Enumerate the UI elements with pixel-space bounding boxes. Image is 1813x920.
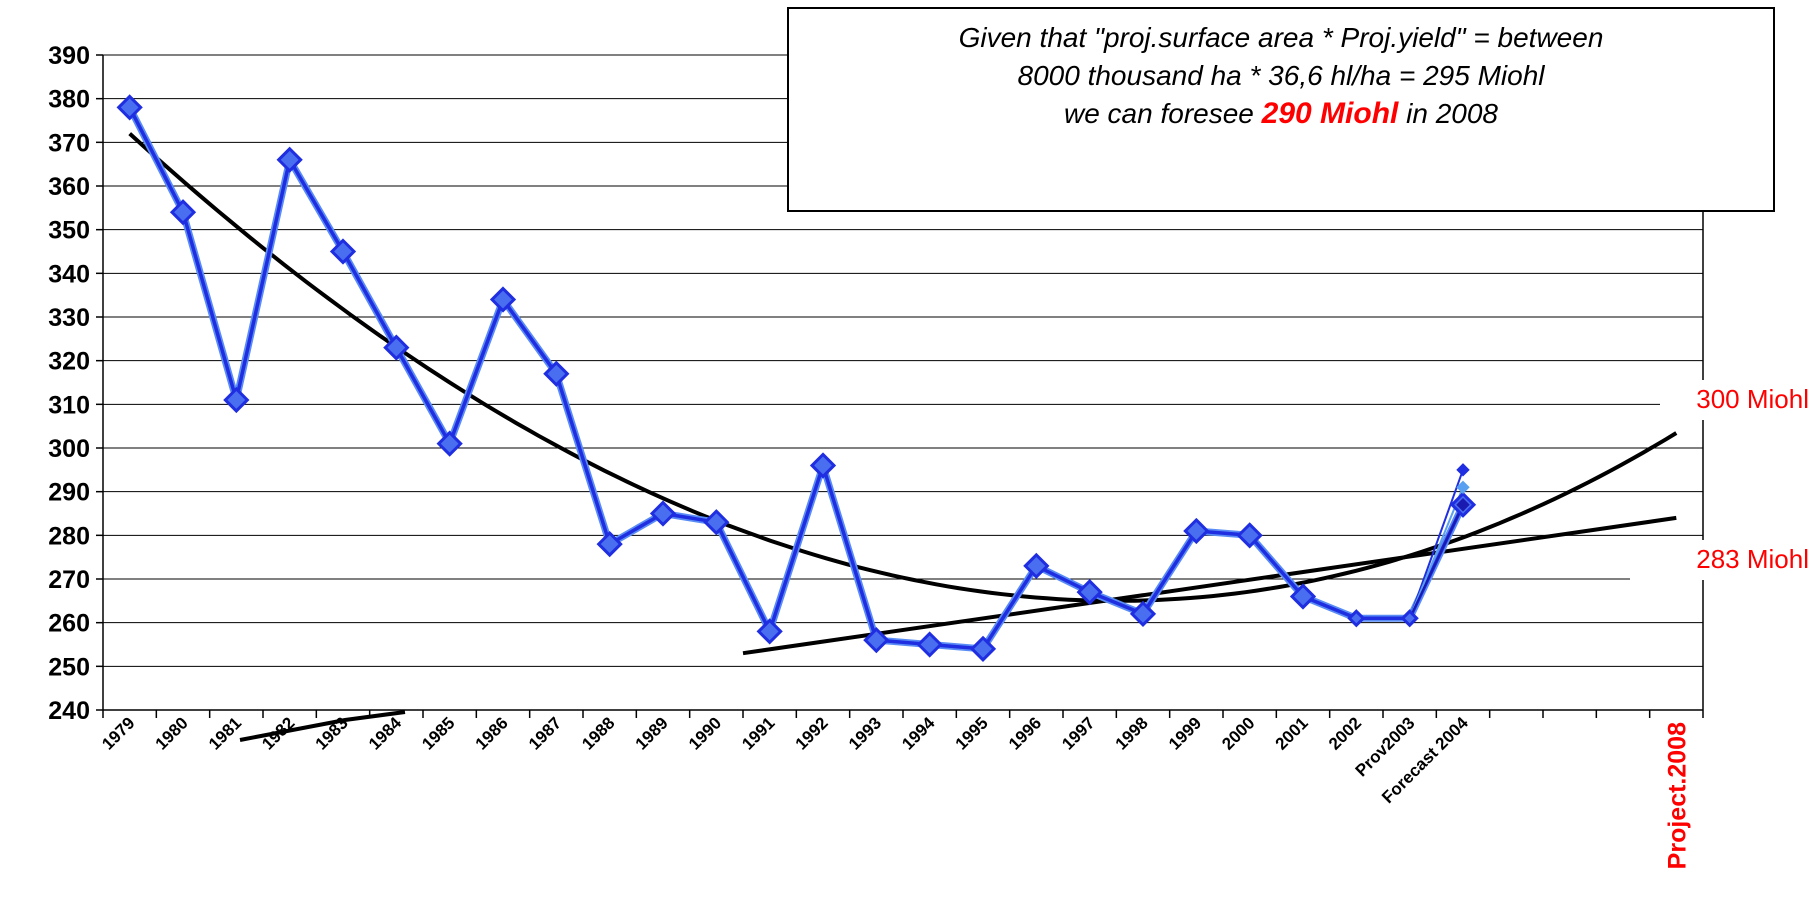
- x-tick-label: 1984: [365, 713, 406, 754]
- y-tick-label-380: 380: [48, 86, 90, 114]
- y-tick-label-330: 330: [48, 304, 90, 332]
- x-tick-label: 1992: [792, 713, 832, 753]
- data-point: [1289, 583, 1317, 610]
- data-point: [116, 94, 143, 121]
- x-tick-label: 1986: [472, 713, 512, 753]
- x-tick-label: 1981: [205, 713, 245, 753]
- label-300-miohl: 300 Miohl: [1696, 384, 1809, 414]
- data-point: [543, 360, 570, 387]
- x-axis-ticks: 1979 1980 1981 1982 1983 1984 1985 1986 1987 1988…: [98, 713, 1691, 869]
- data-point: [436, 430, 463, 457]
- x-tick-label: 1994: [898, 713, 939, 754]
- y-tick-label-310: 310: [48, 391, 90, 419]
- y-tick-label-320: 320: [48, 348, 90, 376]
- forecast-connector: [1408, 504, 1464, 619]
- data-point: [596, 530, 623, 558]
- x-tick-label: 1990: [685, 713, 725, 753]
- trendlines: [128, 132, 1678, 742]
- data-point: [383, 334, 410, 361]
- forecast-connector: [1408, 486, 1464, 619]
- x-tick-label: 1998: [1112, 713, 1152, 753]
- y-tick-label-250: 250: [48, 653, 90, 681]
- forecast-point: [1456, 480, 1470, 495]
- data-point: [276, 146, 303, 173]
- data-point: [1076, 578, 1103, 606]
- note-line-3-suffix: in 2008: [1398, 98, 1498, 129]
- y-tick-label-340: 340: [48, 260, 90, 288]
- y-tick-label-300: 300: [48, 435, 90, 463]
- annotations: 300 Miohl 283 Miohl: [1630, 380, 1813, 580]
- forecast-connector: [1408, 469, 1464, 619]
- trendline-fragment: [239, 710, 406, 742]
- data-point: [1236, 522, 1263, 549]
- y-tick-label-350: 350: [48, 217, 90, 245]
- x-tick-label: 1985: [418, 713, 458, 753]
- data-point: [1347, 609, 1366, 628]
- y-tick-label-360: 360: [48, 173, 90, 201]
- note-line-3-prefix: we can foresee: [1063, 98, 1262, 129]
- note-highlight-290-miohl: 290 Miohl: [1261, 97, 1399, 130]
- data-point: [1183, 517, 1210, 545]
- data-point: [1023, 552, 1050, 580]
- x-tick-label: 1989: [632, 713, 672, 753]
- y-tick-label-260: 260: [48, 610, 90, 638]
- x-tick-label: 1999: [1165, 713, 1205, 753]
- x-tick-label: 1997: [1058, 713, 1098, 753]
- y-tick-label-290: 290: [48, 479, 90, 507]
- x-tick-label: 2001: [1272, 713, 1312, 753]
- data-point: [863, 627, 890, 654]
- x-tick-label-project-2008: Project.2008: [1663, 722, 1691, 869]
- x-tick-label: 1993: [845, 713, 885, 753]
- forecast-point: [1456, 463, 1470, 477]
- y-tick-label-280: 280: [48, 522, 90, 550]
- forecast-point: [1456, 498, 1470, 512]
- x-tick-label: 1996: [1005, 713, 1045, 753]
- x-tick-label: 1988: [578, 713, 618, 753]
- data-point: [756, 618, 783, 645]
- data-point: [969, 635, 997, 662]
- x-tick-label: 1979: [98, 713, 138, 753]
- x-tick-label: 1995: [952, 713, 992, 753]
- data-point: [916, 631, 943, 658]
- data-point: [329, 238, 357, 265]
- x-tick-label: 2002: [1325, 713, 1365, 753]
- y-tick-label-390: 390: [48, 42, 90, 70]
- note-line-1: Given that "proj.surface area * Proj.yie…: [958, 22, 1604, 53]
- x-tick-label: 2000: [1218, 713, 1258, 753]
- y-tick-label-240: 240: [48, 697, 90, 725]
- annotation-note-box: Given that "proj.surface area * Proj.yie…: [787, 7, 1775, 212]
- data-point: [1129, 600, 1157, 628]
- data-point: [1400, 609, 1419, 628]
- linear-trendline: [742, 515, 1677, 656]
- x-tick-label: 1987: [525, 713, 565, 753]
- data-point: [703, 509, 730, 536]
- y-axis-ticks: 240 250 260 270 280 290 300 310 320 330 340 350 360 3…: [48, 42, 90, 725]
- note-line-2: 8000 thousand ha * 36,6 hl/ha = 295 Mioh…: [1017, 60, 1545, 91]
- note-line-3: we can foresee 290 Miohl in 2008: [789, 95, 1773, 133]
- x-tick-label: 1991: [738, 713, 778, 753]
- y-tick-label-370: 370: [48, 129, 90, 157]
- data-point: [489, 286, 517, 313]
- y-tick-label-270: 270: [48, 566, 90, 594]
- polynomial-trendline: [128, 132, 1678, 603]
- data-point: [169, 199, 197, 226]
- x-tick-label: 1980: [152, 713, 192, 753]
- data-point: [809, 452, 837, 479]
- data-point: [649, 500, 677, 527]
- data-series: [116, 94, 1477, 662]
- data-point: [223, 386, 250, 414]
- label-283-miohl: 283 Miohl: [1696, 544, 1809, 574]
